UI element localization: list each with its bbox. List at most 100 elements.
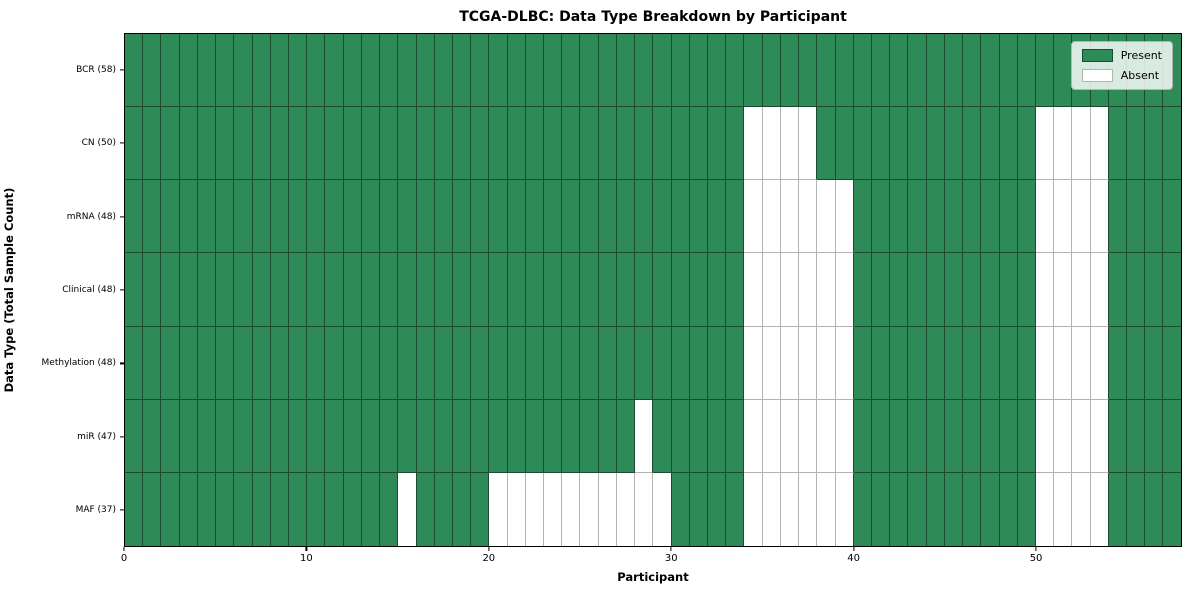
heatmap-cell <box>780 107 800 181</box>
heatmap-cell <box>1017 326 1036 400</box>
heatmap-cell <box>999 399 1018 473</box>
heatmap-cell <box>252 326 271 400</box>
heatmap-cell <box>452 180 472 254</box>
heatmap-cell <box>1017 472 1036 546</box>
heatmap-cell <box>1145 253 1164 327</box>
heatmap-cell <box>270 253 289 327</box>
heatmap-cell <box>963 34 982 108</box>
heatmap-cell <box>1127 399 1146 473</box>
heatmap-cell <box>398 107 417 181</box>
heatmap-cell <box>562 326 581 400</box>
heatmap-cell <box>598 34 617 108</box>
heatmap-cell <box>999 180 1018 254</box>
heatmap-cell <box>525 253 545 327</box>
heatmap-cell <box>1163 399 1181 473</box>
x-tick-label: 30 <box>664 553 678 564</box>
heatmap-cell <box>908 107 927 181</box>
heatmap-cell <box>963 180 982 254</box>
heatmap-cell <box>161 34 180 108</box>
heatmap-cell <box>380 34 399 108</box>
heatmap-cell <box>234 472 253 546</box>
heatmap-cell <box>926 253 945 327</box>
heatmap-cell <box>434 180 453 254</box>
heatmap-cell <box>197 180 217 254</box>
heatmap-cell <box>890 326 909 400</box>
heatmap-cell <box>416 326 435 400</box>
heatmap-cell <box>1108 399 1128 473</box>
heatmap-cell <box>1054 399 1073 473</box>
heatmap-cell <box>1090 107 1109 181</box>
heatmap-cell <box>853 326 872 400</box>
heatmap-cell <box>835 326 854 400</box>
heatmap-cell <box>434 253 453 327</box>
heatmap-cell <box>489 107 508 181</box>
heatmap-cell <box>416 107 435 181</box>
y-tick-mark <box>120 215 124 218</box>
heatmap-cell <box>507 180 526 254</box>
heatmap-cell <box>125 399 144 473</box>
heatmap-cell <box>434 326 453 400</box>
heatmap-cell <box>216 399 235 473</box>
heatmap-cell <box>544 326 563 400</box>
heatmap-cell <box>380 180 399 254</box>
heatmap-cell <box>890 399 909 473</box>
heatmap-cell <box>835 399 854 473</box>
heatmap-cell <box>744 34 763 108</box>
heatmap-cell <box>1035 107 1055 181</box>
heatmap-cell <box>981 472 1000 546</box>
heatmap-cell <box>434 399 453 473</box>
heatmap-cell <box>1108 326 1128 400</box>
heatmap-cell <box>525 107 545 181</box>
heatmap-cell <box>817 107 836 181</box>
heatmap-cell <box>179 180 198 254</box>
heatmap-cell <box>871 34 891 108</box>
heatmap-cell <box>762 34 781 108</box>
heatmap-cell <box>853 472 872 546</box>
heatmap-cell <box>817 180 836 254</box>
heatmap-cell <box>179 34 198 108</box>
heatmap-cell <box>726 34 745 108</box>
heatmap-cell <box>343 253 362 327</box>
y-tick-mark <box>120 142 124 144</box>
legend-entry-present: Present <box>1081 49 1162 62</box>
heatmap-row <box>125 253 1181 327</box>
heatmap-cell <box>361 253 381 327</box>
heatmap-cell <box>1035 399 1055 473</box>
heatmap-cell <box>361 326 381 400</box>
x-tick-label: 40 <box>847 553 861 564</box>
heatmap-cell <box>944 472 964 546</box>
y-tick-label: MAF (37) <box>75 505 116 516</box>
heatmap-cell <box>963 472 982 546</box>
heatmap-cell <box>471 180 490 254</box>
heatmap-cell <box>507 253 526 327</box>
heatmap-cell <box>1127 107 1146 181</box>
heatmap-cell <box>580 399 599 473</box>
heatmap-cell <box>944 180 964 254</box>
heatmap-cell <box>708 180 727 254</box>
heatmap-cell <box>234 107 253 181</box>
heatmap-cell <box>744 472 763 546</box>
heatmap-cell <box>708 326 727 400</box>
heatmap-cell <box>216 34 235 108</box>
heatmap-cell <box>1035 34 1055 108</box>
heatmap-row <box>125 180 1181 254</box>
plot-area <box>124 33 1182 547</box>
heatmap-cell <box>780 253 800 327</box>
heatmap-cell <box>1163 253 1181 327</box>
heatmap-cell <box>762 472 781 546</box>
heatmap-cell <box>452 399 472 473</box>
heatmap-cell <box>616 472 636 546</box>
heatmap-cell <box>288 253 308 327</box>
heatmap-cell <box>1035 326 1055 400</box>
heatmap-cell <box>197 326 217 400</box>
heatmap-cell <box>252 399 271 473</box>
heatmap-cell <box>416 472 435 546</box>
heatmap-cell <box>398 180 417 254</box>
heatmap-cell <box>853 180 872 254</box>
heatmap-cell <box>307 107 326 181</box>
heatmap-cell <box>452 34 472 108</box>
y-tick-label: BCR (58) <box>76 64 116 75</box>
heatmap-cell <box>288 34 308 108</box>
heatmap-cell <box>1017 107 1036 181</box>
heatmap-cell <box>416 399 435 473</box>
